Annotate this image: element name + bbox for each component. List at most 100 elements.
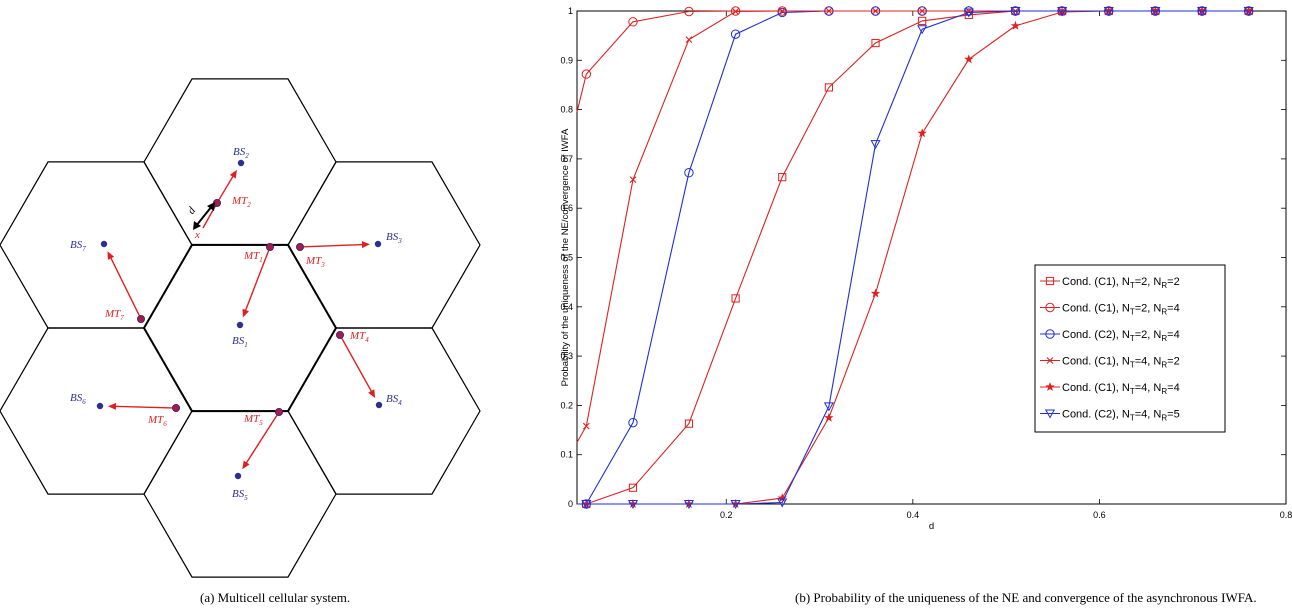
data-point <box>1196 7 1208 17</box>
mobile-terminal-dot <box>136 314 145 323</box>
legend-entry: Cond. (C1), NT=2, NR=2 <box>1062 276 1180 290</box>
series-6 <box>577 7 1254 510</box>
base-station-dot <box>237 159 245 167</box>
link-arrow <box>341 338 374 395</box>
y-tick-label: 0.1 <box>560 450 573 460</box>
base-station-label: BS5 <box>232 488 248 502</box>
data-point <box>1057 7 1068 17</box>
figure-a-caption: (a) Multicell cellular system. <box>200 590 351 605</box>
mobile-terminal-label: MT2 <box>231 195 251 209</box>
base-station-dot <box>374 240 382 248</box>
distance-label: d <box>185 205 198 217</box>
data-point <box>778 7 786 15</box>
data-point <box>872 7 879 15</box>
link-arrow <box>303 243 367 248</box>
y-tick-label: 0.9 <box>560 55 573 65</box>
mt2-offset-line <box>202 202 218 229</box>
data-point <box>1243 7 1254 17</box>
data-point <box>777 493 787 503</box>
base-station-dot <box>236 321 244 329</box>
y-tick-label: 0.6 <box>560 203 573 213</box>
figure-b-caption: (b) Probability of the uniqueness of the… <box>795 590 1257 605</box>
hex-cell <box>287 161 481 329</box>
hex-cell <box>0 161 193 329</box>
base-station-label: BS4 <box>386 393 402 407</box>
data-point <box>730 500 741 510</box>
base-station-dot <box>96 402 104 410</box>
data-point <box>825 7 833 15</box>
mobile-terminal-dot <box>335 330 344 339</box>
series-2 <box>576 6 1254 113</box>
legend-box <box>1034 264 1226 433</box>
data-point <box>778 173 787 182</box>
link-arrowhead <box>368 389 376 398</box>
multicell-diagram: BS1 MT1 BS2 MT2 BS3 MT3 BS4 MT4 BS5 MT5 BS6 MT6 BS7 M… <box>0 78 481 578</box>
data-point <box>582 422 590 430</box>
data-point <box>629 176 637 183</box>
data-point <box>777 498 788 508</box>
y-tick-label: 0.2 <box>560 400 573 410</box>
base-station-dot <box>375 401 383 409</box>
x-tick-label: 0.6 <box>1093 510 1106 520</box>
data-point <box>1010 20 1021 30</box>
data-point <box>581 500 592 510</box>
data-point <box>684 419 694 428</box>
legend-entry: Cond. (C1), NT=4, NR=2 <box>1062 356 1180 370</box>
node-labels: BS1 MT1 BS2 MT2 BS3 MT3 BS4 MT4 BS5 MT5 BS6 MT6 BS7 M… <box>70 146 402 502</box>
data-point <box>964 54 974 64</box>
y-tick-label: 0.4 <box>560 302 573 312</box>
legend-marker <box>1045 302 1055 313</box>
data-point <box>917 25 928 35</box>
mobile-terminal-label: MT7 <box>104 308 124 322</box>
link-arrow <box>108 254 140 316</box>
link-arrowhead <box>242 308 249 318</box>
chart-legend: Cond. (C1), NT=2, NR=2 Cond. (C1), NT=2, … <box>1034 264 1226 433</box>
cell-edge-marker: x <box>194 229 200 241</box>
link-arrowhead <box>107 251 115 260</box>
data-point <box>918 7 926 15</box>
data-point <box>870 288 881 298</box>
chart-series <box>576 6 1254 510</box>
data-point <box>1103 7 1114 17</box>
data-point <box>732 8 739 15</box>
legend-entry: Cond. (C1), NT=4, NR=4 <box>1062 382 1180 396</box>
base-station-dot <box>234 472 242 480</box>
distance-annotation: d x <box>185 202 215 241</box>
mobile-terminal-label: MT5 <box>243 413 263 427</box>
data-point <box>731 294 740 303</box>
legend-marker <box>1046 357 1054 364</box>
link-arrow <box>243 250 270 315</box>
legend-marker <box>1045 382 1055 391</box>
legend-marker <box>1044 409 1056 419</box>
y-tick-label: 0 <box>568 499 573 509</box>
data-point <box>683 500 695 510</box>
data-point <box>684 6 694 17</box>
data-point <box>685 36 693 43</box>
link-arrowhead <box>242 460 250 470</box>
network-nodes <box>96 159 383 480</box>
legend-entry: Cond. (C2), NT=2, NR=4 <box>1062 329 1180 343</box>
mobile-terminal-dot <box>274 407 283 416</box>
mobile-terminal-label: MT1 <box>243 250 263 264</box>
mobile-terminal-label: MT3 <box>305 255 325 269</box>
data-point <box>777 7 787 18</box>
link-arrowhead <box>361 241 370 249</box>
mobile-terminal-label: MT4 <box>349 330 369 344</box>
mobile-terminal-dot <box>295 242 304 251</box>
x-axis-label: d <box>929 521 934 532</box>
mobile-terminal-dot <box>265 242 274 251</box>
legend-entry: Cond. (C1), NT=2, NR=4 <box>1062 303 1180 317</box>
series-line <box>577 10 1249 505</box>
link-arrowhead <box>229 169 237 179</box>
data-point <box>684 168 694 178</box>
base-station-label: BS2 <box>233 146 249 160</box>
data-point <box>823 402 834 412</box>
data-point <box>628 17 638 27</box>
data-point <box>1150 7 1161 17</box>
data-point <box>627 500 639 510</box>
mobile-terminal-dot <box>171 403 180 412</box>
data-point <box>628 483 638 492</box>
x-tick-label: 0.8 <box>1280 510 1292 520</box>
series-5 <box>577 6 1254 508</box>
data-point <box>581 69 592 79</box>
